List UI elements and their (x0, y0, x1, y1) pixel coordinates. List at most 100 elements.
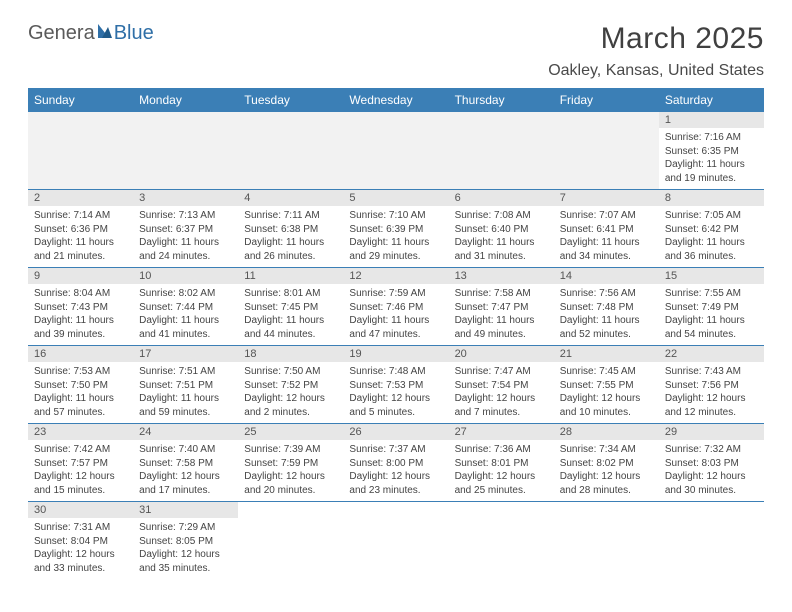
day-number (133, 112, 238, 128)
sunrise-text: Sunrise: 7:43 AM (665, 365, 758, 379)
sunset-text: Sunset: 6:35 PM (665, 145, 758, 159)
header: Genera Blue March 2025 Oakley, Kansas, U… (28, 22, 764, 80)
sunrise-text: Sunrise: 7:40 AM (139, 443, 232, 457)
day-number (343, 112, 448, 128)
daynum-row: 16171819202122 (28, 346, 764, 362)
sunrise-text: Sunrise: 7:39 AM (244, 443, 337, 457)
daylight-text-2: and 49 minutes. (455, 328, 548, 342)
day-cell: Sunrise: 7:14 AMSunset: 6:36 PMDaylight:… (28, 206, 133, 267)
daylight-text-2: and 35 minutes. (139, 562, 232, 576)
daylight-text-1: Daylight: 11 hours (34, 314, 127, 328)
daylight-text-2: and 36 minutes. (665, 250, 758, 264)
daylight-text-1: Daylight: 11 hours (560, 236, 653, 250)
sunset-text: Sunset: 7:45 PM (244, 301, 337, 315)
day-cell (238, 518, 343, 579)
day-cell (343, 128, 448, 189)
day-cell: Sunrise: 8:04 AMSunset: 7:43 PMDaylight:… (28, 284, 133, 345)
day-cell: Sunrise: 7:55 AMSunset: 7:49 PMDaylight:… (659, 284, 764, 345)
sunset-text: Sunset: 7:57 PM (34, 457, 127, 471)
daylight-text-2: and 26 minutes. (244, 250, 337, 264)
daylight-text-2: and 17 minutes. (139, 484, 232, 498)
day-number: 17 (133, 346, 238, 362)
sunset-text: Sunset: 8:04 PM (34, 535, 127, 549)
daynum-row: 2345678 (28, 190, 764, 206)
sunset-text: Sunset: 6:40 PM (455, 223, 548, 237)
day-cell: Sunrise: 7:10 AMSunset: 6:39 PMDaylight:… (343, 206, 448, 267)
day-cell: Sunrise: 7:43 AMSunset: 7:56 PMDaylight:… (659, 362, 764, 423)
sunset-text: Sunset: 7:52 PM (244, 379, 337, 393)
sunset-text: Sunset: 7:56 PM (665, 379, 758, 393)
day-cell: Sunrise: 7:56 AMSunset: 7:48 PMDaylight:… (554, 284, 659, 345)
sunset-text: Sunset: 6:37 PM (139, 223, 232, 237)
sunset-text: Sunset: 6:42 PM (665, 223, 758, 237)
daylight-text-2: and 7 minutes. (455, 406, 548, 420)
daylight-text-1: Daylight: 11 hours (139, 392, 232, 406)
sunrise-text: Sunrise: 7:32 AM (665, 443, 758, 457)
sunrise-text: Sunrise: 7:45 AM (560, 365, 653, 379)
day-number: 3 (133, 190, 238, 206)
daylight-text-2: and 2 minutes. (244, 406, 337, 420)
day-number: 5 (343, 190, 448, 206)
daylight-text-1: Daylight: 11 hours (34, 236, 127, 250)
sunrise-text: Sunrise: 7:55 AM (665, 287, 758, 301)
daylight-text-2: and 52 minutes. (560, 328, 653, 342)
sunset-text: Sunset: 6:41 PM (560, 223, 653, 237)
daylight-text-2: and 24 minutes. (139, 250, 232, 264)
month-title: March 2025 (548, 22, 764, 56)
weekday-header: Sunday Monday Tuesday Wednesday Thursday… (28, 88, 764, 112)
daylight-text-2: and 5 minutes. (349, 406, 442, 420)
day-cell: Sunrise: 7:34 AMSunset: 8:02 PMDaylight:… (554, 440, 659, 501)
daylight-text-2: and 20 minutes. (244, 484, 337, 498)
daylight-text-1: Daylight: 12 hours (34, 548, 127, 562)
sunset-text: Sunset: 6:38 PM (244, 223, 337, 237)
sunset-text: Sunset: 8:03 PM (665, 457, 758, 471)
day-number (238, 502, 343, 518)
week-row: Sunrise: 7:42 AMSunset: 7:57 PMDaylight:… (28, 440, 764, 502)
weekday-sat: Saturday (659, 88, 764, 112)
day-cell: Sunrise: 7:31 AMSunset: 8:04 PMDaylight:… (28, 518, 133, 579)
day-cell: Sunrise: 7:37 AMSunset: 8:00 PMDaylight:… (343, 440, 448, 501)
day-cell (238, 128, 343, 189)
title-block: March 2025 Oakley, Kansas, United States (548, 22, 764, 80)
day-number: 6 (449, 190, 554, 206)
week-row: Sunrise: 7:53 AMSunset: 7:50 PMDaylight:… (28, 362, 764, 424)
daynum-row: 1 (28, 112, 764, 128)
day-number: 31 (133, 502, 238, 518)
daylight-text-1: Daylight: 12 hours (665, 392, 758, 406)
daylight-text-2: and 33 minutes. (34, 562, 127, 576)
week-row: Sunrise: 7:31 AMSunset: 8:04 PMDaylight:… (28, 518, 764, 579)
sunset-text: Sunset: 7:51 PM (139, 379, 232, 393)
sunset-text: Sunset: 8:00 PM (349, 457, 442, 471)
day-number: 15 (659, 268, 764, 284)
sunset-text: Sunset: 7:46 PM (349, 301, 442, 315)
sunrise-text: Sunrise: 7:58 AM (455, 287, 548, 301)
day-cell: Sunrise: 7:11 AMSunset: 6:38 PMDaylight:… (238, 206, 343, 267)
daylight-text-1: Daylight: 12 hours (349, 392, 442, 406)
daylight-text-2: and 39 minutes. (34, 328, 127, 342)
daylight-text-1: Daylight: 11 hours (560, 314, 653, 328)
week-row: Sunrise: 7:16 AMSunset: 6:35 PMDaylight:… (28, 128, 764, 190)
sunset-text: Sunset: 7:44 PM (139, 301, 232, 315)
daylight-text-1: Daylight: 11 hours (665, 314, 758, 328)
day-cell: Sunrise: 7:13 AMSunset: 6:37 PMDaylight:… (133, 206, 238, 267)
sunset-text: Sunset: 7:49 PM (665, 301, 758, 315)
daylight-text-2: and 30 minutes. (665, 484, 758, 498)
daylight-text-1: Daylight: 11 hours (139, 236, 232, 250)
daylight-text-2: and 29 minutes. (349, 250, 442, 264)
daylight-text-1: Daylight: 11 hours (139, 314, 232, 328)
sunrise-text: Sunrise: 7:10 AM (349, 209, 442, 223)
day-number: 20 (449, 346, 554, 362)
sunrise-text: Sunrise: 7:07 AM (560, 209, 653, 223)
day-number (449, 502, 554, 518)
sunset-text: Sunset: 7:53 PM (349, 379, 442, 393)
daylight-text-2: and 47 minutes. (349, 328, 442, 342)
logo: Genera Blue (28, 22, 154, 45)
daylight-text-1: Daylight: 12 hours (560, 470, 653, 484)
day-cell (343, 518, 448, 579)
daylight-text-2: and 57 minutes. (34, 406, 127, 420)
day-number (238, 112, 343, 128)
sunrise-text: Sunrise: 7:53 AM (34, 365, 127, 379)
daynum-row: 23242526272829 (28, 424, 764, 440)
sunrise-text: Sunrise: 7:11 AM (244, 209, 337, 223)
daylight-text-2: and 59 minutes. (139, 406, 232, 420)
